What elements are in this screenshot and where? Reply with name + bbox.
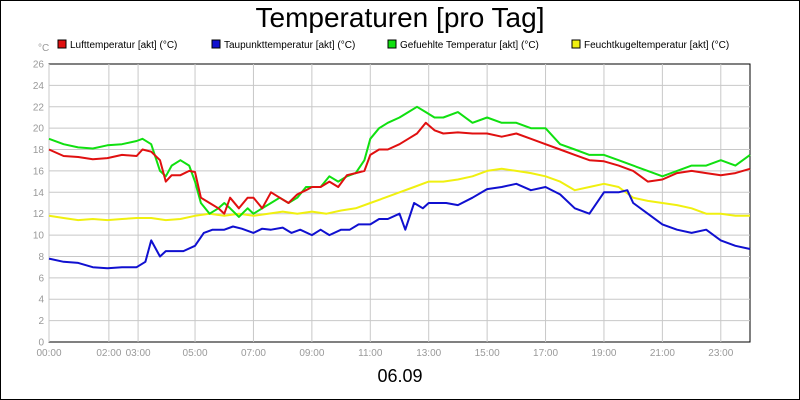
y-tick-label: 26 xyxy=(33,60,45,71)
x-tick-label: 05:00 xyxy=(183,348,208,359)
series-line-1 xyxy=(48,182,751,270)
x-tick-label: 21:00 xyxy=(650,348,675,359)
y-axis-unit: °C xyxy=(38,43,49,54)
legend-swatch xyxy=(387,39,397,49)
y-tick-label: 8 xyxy=(38,252,44,263)
x-tick-labels: 00:00 02:00 03:00 05:00 07:00 09:00 11:00 13:00… xyxy=(36,348,733,359)
y-tick-label: 22 xyxy=(33,102,45,113)
x-tick-label: 17:00 xyxy=(533,348,558,359)
date-label: 06.09 xyxy=(377,366,423,386)
series-lines xyxy=(48,105,751,270)
series-line-3 xyxy=(48,167,750,222)
legend-swatch xyxy=(57,39,67,49)
legend-entry: Lufttemperatur [akt] (°C) xyxy=(70,40,177,51)
legend-swatch xyxy=(211,39,221,49)
y-tick-label: 16 xyxy=(33,166,45,177)
y-tick-label: 12 xyxy=(33,209,45,220)
legend-entry: Taupunkttemperatur [akt] (°C) xyxy=(224,40,355,51)
series-line-2 xyxy=(48,105,751,218)
y-tick-label: 14 xyxy=(33,188,45,199)
legend: Lufttemperatur [akt] (°C) Taupunkttempera… xyxy=(57,39,729,51)
x-tick-label: 02:00 xyxy=(96,348,121,359)
x-tick-label: 13:00 xyxy=(416,348,441,359)
chart-title: Temperaturen [pro Tag] xyxy=(255,2,545,33)
y-tick-label: 18 xyxy=(33,145,45,156)
x-tick-label: 19:00 xyxy=(591,348,616,359)
y-tick-label: 20 xyxy=(33,124,45,135)
x-tick-label: 07:00 xyxy=(241,348,266,359)
x-tick-label: 11:00 xyxy=(358,348,383,359)
x-tick-label: 09:00 xyxy=(299,348,324,359)
y-tick-label: 6 xyxy=(38,273,44,284)
legend-entry: Gefuehlte Temperatur [akt] (°C) xyxy=(400,40,539,51)
grid xyxy=(48,64,750,342)
y-tick-label: 4 xyxy=(38,295,44,306)
x-tick-label: 03:00 xyxy=(126,348,151,359)
y-tick-label: 24 xyxy=(33,81,45,92)
x-tick-label: 15:00 xyxy=(475,348,500,359)
plot-area xyxy=(48,63,751,343)
legend-entry: Feuchtkugeltemperatur [akt] (°C) xyxy=(584,40,729,51)
y-tick-label: 10 xyxy=(33,231,45,242)
y-tick-label: 0 xyxy=(38,338,44,349)
x-tick-label: 00:00 xyxy=(36,348,61,359)
legend-swatch xyxy=(571,39,581,49)
x-tick-label: 23:00 xyxy=(708,348,733,359)
y-tick-label: 2 xyxy=(38,316,44,327)
series-line-0 xyxy=(48,121,751,215)
